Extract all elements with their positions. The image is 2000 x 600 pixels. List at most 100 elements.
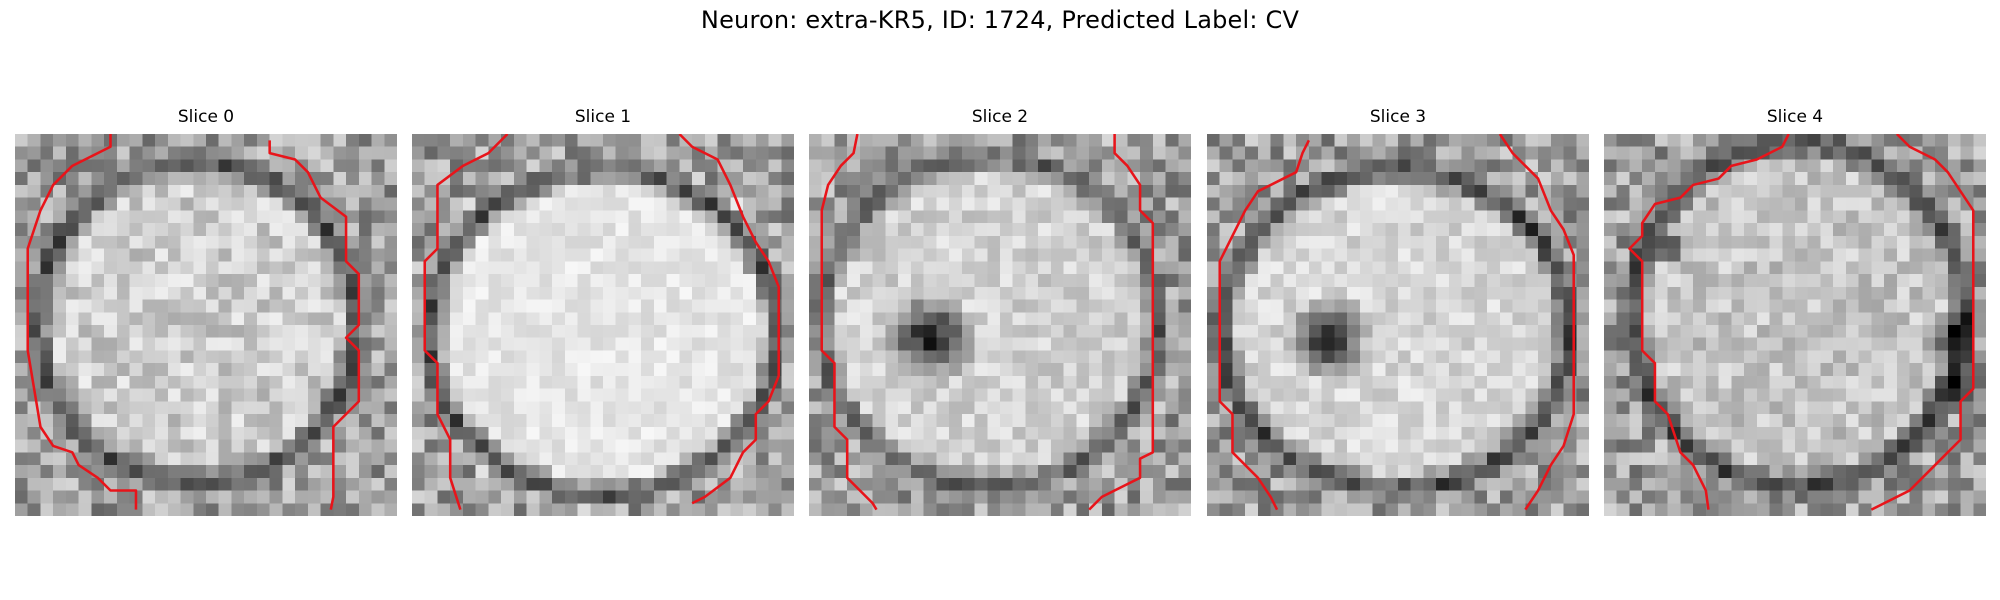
- pixel: [1718, 414, 1732, 428]
- pixel: [1114, 235, 1128, 249]
- pixel: [1693, 477, 1707, 491]
- pixel: [1283, 312, 1297, 326]
- pixel: [1642, 452, 1656, 466]
- pixel: [371, 312, 385, 326]
- pixel: [1000, 146, 1013, 160]
- pixel: [1947, 210, 1961, 224]
- pixel: [730, 312, 744, 326]
- pixel: [1270, 477, 1284, 491]
- pixel: [615, 235, 629, 249]
- pixel: [91, 337, 105, 351]
- pixel: [282, 210, 296, 224]
- pixel: [961, 210, 975, 224]
- pixel: [936, 363, 950, 377]
- figure-title: Neuron: extra-KR5, ID: 1724, Predicted L…: [700, 6, 1300, 34]
- pixel: [129, 375, 143, 389]
- pixel: [1101, 363, 1115, 377]
- pixel: [462, 146, 476, 160]
- pixel: [462, 223, 476, 237]
- contour-left: [1628, 134, 1790, 510]
- pixel: [475, 274, 489, 288]
- pixel: [1283, 503, 1297, 516]
- pixel: [1795, 172, 1808, 186]
- pixel: [1769, 184, 1783, 198]
- pixel: [961, 286, 975, 300]
- pixel: [603, 184, 616, 198]
- pixel: [1152, 477, 1166, 491]
- pixel: [1705, 210, 1719, 224]
- pixel: [704, 325, 718, 338]
- pixel: [1629, 477, 1643, 491]
- pixel: [1947, 312, 1961, 326]
- pixel: [885, 375, 899, 389]
- pixel: [40, 325, 54, 338]
- pixel: [1487, 337, 1501, 351]
- pixel: [1642, 414, 1656, 428]
- pixel: [450, 337, 464, 351]
- pixel: [1538, 312, 1552, 326]
- pixel: [949, 337, 963, 351]
- pixel: [218, 325, 232, 338]
- pixel: [1909, 439, 1923, 453]
- pixel: [53, 146, 67, 160]
- pixel: [1499, 465, 1513, 479]
- pixel: [371, 350, 385, 364]
- pixel: [1782, 184, 1796, 198]
- pixel: [1283, 337, 1297, 351]
- pixel: [78, 134, 92, 147]
- pixel: [437, 286, 451, 300]
- pixel: [1165, 465, 1179, 479]
- pixel: [1973, 375, 1986, 389]
- pixel: [384, 452, 397, 466]
- pixel: [1076, 490, 1090, 504]
- pixel: [462, 210, 476, 224]
- pixel: [1385, 477, 1399, 491]
- pixel: [1232, 134, 1246, 147]
- pixel: [1654, 134, 1668, 147]
- pixel: [961, 452, 975, 466]
- pixel: [1731, 503, 1745, 516]
- pixel: [65, 286, 79, 300]
- pixel: [78, 503, 92, 516]
- pixel: [1807, 159, 1821, 173]
- pixel: [1063, 350, 1077, 364]
- pixel: [1296, 477, 1310, 491]
- pixel: [872, 184, 886, 198]
- pixel: [358, 184, 372, 198]
- pixel: [346, 477, 360, 491]
- pixel: [1101, 184, 1115, 198]
- pixel: [679, 490, 693, 504]
- pixel: [859, 210, 873, 224]
- pixel: [1461, 312, 1475, 326]
- pixel: [1474, 172, 1488, 186]
- pixel: [1487, 465, 1501, 479]
- pixel: [320, 325, 334, 338]
- pixel: [564, 375, 578, 389]
- pixel: [1896, 388, 1910, 402]
- pixel: [1550, 363, 1564, 377]
- pixel: [1896, 426, 1910, 440]
- pixel: [1576, 490, 1589, 504]
- pixel: [936, 490, 950, 504]
- pixel: [15, 465, 28, 479]
- pixel: [1680, 210, 1694, 224]
- pixel: [1038, 146, 1052, 160]
- pixel: [1525, 274, 1539, 288]
- pixel: [155, 325, 169, 338]
- pixel: [320, 146, 334, 160]
- pixel: [1820, 426, 1834, 440]
- pixel: [307, 388, 321, 402]
- pixel: [1756, 477, 1770, 491]
- pixel: [269, 337, 283, 351]
- pixel: [1807, 325, 1821, 338]
- pixel: [1423, 337, 1437, 351]
- pixel: [104, 325, 118, 338]
- pixel: [768, 439, 782, 453]
- pixel: [1769, 503, 1783, 516]
- pixel: [1089, 388, 1103, 402]
- pixel: [859, 337, 873, 351]
- slice-title-0: Slice 0: [177, 107, 235, 127]
- pixel: [1410, 312, 1424, 326]
- pixel: [1654, 363, 1668, 377]
- pixel: [1871, 414, 1885, 428]
